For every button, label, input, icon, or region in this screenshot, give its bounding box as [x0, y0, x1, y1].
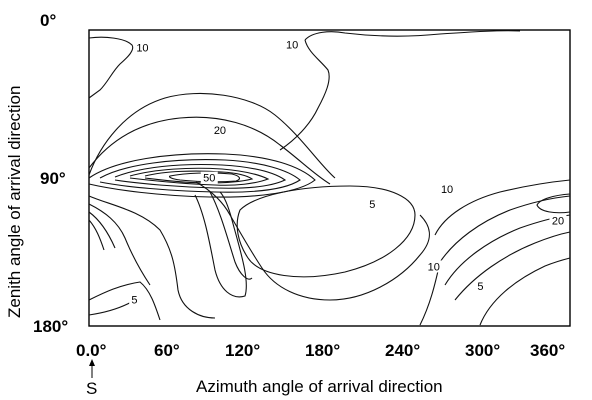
contour-line [479, 257, 571, 326]
contour-line [88, 153, 316, 198]
contour-line [88, 203, 151, 286]
arrow-head-icon [89, 359, 95, 366]
x-tick-label: 180° [305, 341, 340, 360]
x-axis-title: Azimuth angle of arrival direction [196, 377, 443, 396]
contour-line [88, 281, 161, 321]
contour-line [88, 92, 336, 179]
contour-label: 10 [428, 261, 440, 273]
contour-label-bg [129, 293, 140, 306]
contour-line [304, 30, 521, 41]
contour-label: 10 [441, 184, 453, 196]
contour-line [129, 167, 270, 186]
contour-line [209, 191, 253, 280]
x-tick-label: 360° [530, 341, 565, 360]
contour-line [279, 39, 330, 151]
contour-label: 10 [136, 43, 148, 55]
y-tick-label: 0° [40, 11, 56, 30]
x-tick-label: 0.0° [76, 341, 107, 360]
contour-line [454, 231, 571, 301]
contour-line [439, 195, 571, 263]
contour-line [114, 163, 287, 189]
contour-label: 20 [214, 125, 226, 137]
contour-label-bg [438, 183, 456, 196]
contour-label-bg [367, 197, 378, 210]
contour-line [434, 179, 571, 236]
y-axis-title: Zenith angle of arrival direction [5, 86, 24, 318]
x-tick-label: 60° [154, 341, 180, 360]
contour-label-bg [549, 214, 567, 227]
contour-lines [88, 30, 571, 326]
contour-line [195, 181, 430, 301]
contour-labels: 10 10 20 50 5 10 20 10 5 5 [129, 38, 567, 306]
contour-label: 5 [369, 199, 375, 211]
south-marker: S [86, 359, 97, 398]
contour-line [88, 116, 331, 185]
contour-label-bg [425, 260, 443, 273]
contour-line [88, 211, 116, 249]
contour-line [99, 159, 301, 193]
contour-label: 50 [203, 173, 215, 185]
contour-line [194, 191, 247, 298]
contour-line [88, 299, 136, 316]
contour-line [144, 170, 254, 184]
contour-label-bg [475, 280, 486, 293]
y-tick-label: 180° [33, 317, 68, 336]
contour-line [536, 193, 571, 214]
y-tick-label: 90° [40, 169, 66, 188]
contour-label: 5 [131, 294, 137, 306]
contour-line [88, 219, 105, 251]
contour-label-bg [211, 123, 229, 136]
contour-line [236, 185, 416, 278]
contour-label-bg [283, 38, 301, 51]
marker-label: S [86, 379, 97, 398]
contour-label-bg [200, 171, 218, 184]
contour-line [88, 195, 216, 319]
contour-label: 5 [477, 281, 483, 293]
contour-line [88, 36, 134, 99]
x-tick-label: 240° [385, 341, 420, 360]
contour-label: 20 [552, 215, 564, 227]
contour-label: 10 [286, 39, 298, 51]
contour-label-bg [133, 41, 151, 54]
x-tick-label: 300° [465, 341, 500, 360]
x-tick-label: 120° [225, 341, 260, 360]
